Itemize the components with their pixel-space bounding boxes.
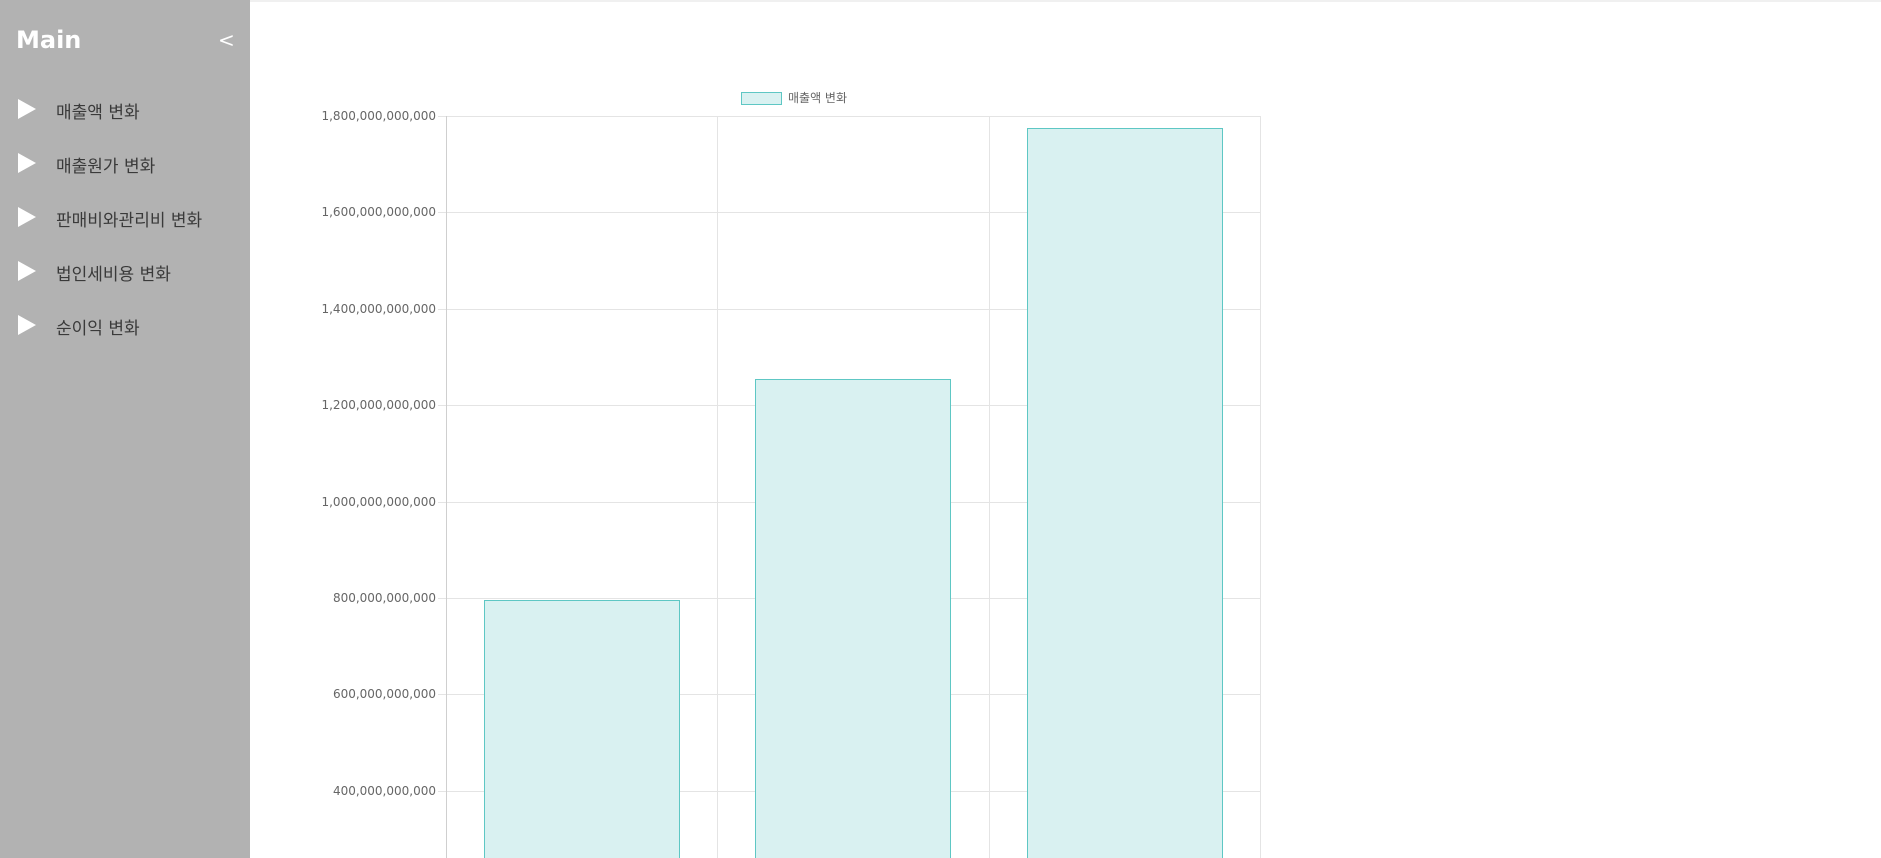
- play-icon: [18, 99, 36, 119]
- sidebar-item-label: 법인세비용 변화: [56, 265, 171, 285]
- y-tick-label: 400,000,000,000: [333, 784, 436, 798]
- y-tick-label: 800,000,000,000: [333, 591, 436, 605]
- top-border: [0, 0, 1881, 2]
- y-tick-label: 600,000,000,000: [333, 687, 436, 701]
- sidebar-item-label: 판매비와관리비 변화: [56, 211, 203, 231]
- y-tick-label: 1,400,000,000,000: [321, 302, 436, 316]
- legend-label: 매출액 변화: [788, 91, 847, 105]
- chart-bars: [484, 128, 1223, 858]
- sidebar-item-revenue[interactable]: 매출액 변화: [0, 89, 250, 129]
- sidebar-item-sga[interactable]: 판매비와관리비 변화: [0, 197, 250, 237]
- sidebar-item-label: 매출액 변화: [56, 103, 140, 123]
- y-tick-label: 1,800,000,000,000: [321, 109, 436, 123]
- play-icon: [18, 153, 36, 173]
- sidebar-item-income-tax[interactable]: 법인세비용 변화: [0, 251, 250, 291]
- chart-y-ticks: 1,800,000,000,000 1,600,000,000,000 1,400,…: [321, 109, 436, 798]
- y-tick-label: 1,600,000,000,000: [321, 205, 436, 219]
- sidebar-title: Main: [16, 26, 82, 54]
- bar[interactable]: [755, 379, 951, 858]
- bar[interactable]: [1027, 128, 1223, 858]
- play-icon: [18, 207, 36, 227]
- sidebar-item-net-income[interactable]: 순이익 변화: [0, 305, 250, 345]
- play-icon: [18, 315, 36, 335]
- sidebar-item-cost-of-sales[interactable]: 매출원가 변화: [0, 143, 250, 183]
- chart-legend: 매출액 변화: [741, 91, 847, 105]
- bar[interactable]: [484, 600, 680, 858]
- y-tick-label: 1,000,000,000,000: [321, 495, 436, 509]
- sidebar-collapse-button[interactable]: <: [218, 28, 235, 52]
- legend-swatch: [741, 92, 782, 105]
- sidebar-item-label: 순이익 변화: [56, 319, 140, 339]
- sidebar-item-label: 매출원가 변화: [56, 157, 156, 177]
- play-icon: [18, 261, 36, 281]
- bar-chart: 1,800,000,000,000 1,600,000,000,000 1,400,…: [321, 91, 1261, 858]
- sidebar: Main < 매출액 변화 매출원가 변화 판매비와관리비 변화 법인세비용 변…: [0, 0, 250, 858]
- y-tick-label: 1,200,000,000,000: [321, 398, 436, 412]
